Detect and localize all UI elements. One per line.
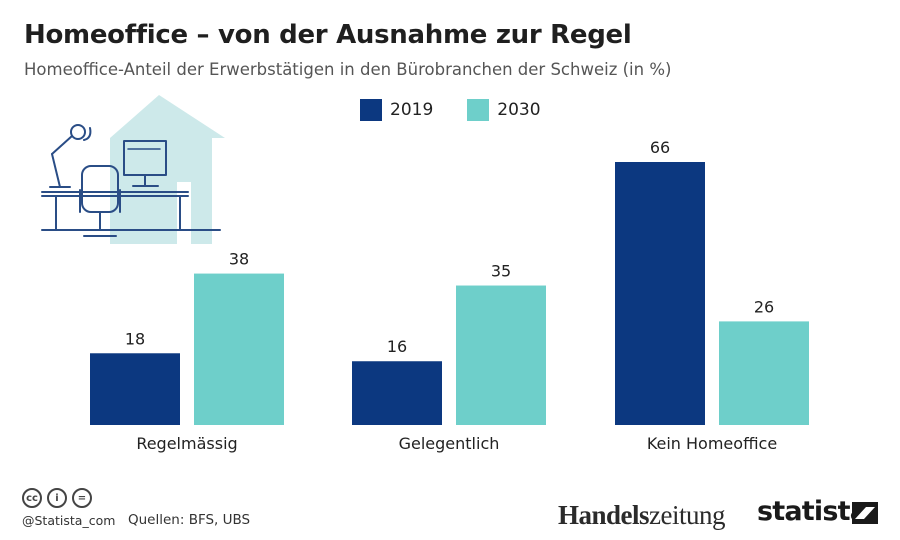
legend-item-2030: 2030	[467, 99, 541, 121]
bar-marks	[90, 162, 809, 425]
value-label-2030-0: 38	[229, 250, 249, 269]
handelszeitung-rest: zeitung	[649, 500, 726, 530]
value-label-2019-0: 18	[125, 329, 145, 348]
attribution-icon: i	[47, 488, 67, 508]
bar-2019-1	[352, 361, 442, 425]
value-label-2019-2: 66	[650, 138, 670, 157]
bar-2019-2	[615, 162, 705, 425]
statista-logo-icon	[852, 502, 878, 524]
category-label-1: Gelegentlich	[399, 434, 500, 453]
chart-title: Homeoffice – von der Ausnahme zur Regel	[24, 20, 632, 50]
statista-handle: @Statista_com	[22, 513, 116, 528]
bar-2019-0	[90, 353, 180, 425]
bar-2030-1	[456, 285, 546, 425]
category-label-0: Regelmässig	[136, 434, 237, 453]
license-icons: cc i =	[22, 488, 97, 508]
cc-icon: cc	[22, 488, 42, 508]
chart-subtitle: Homeoffice-Anteil der Erwerbstätigen in …	[24, 60, 672, 79]
bar-2030-0	[194, 273, 284, 425]
bar-2030-2	[719, 321, 809, 425]
legend-swatch-2030	[467, 99, 490, 121]
value-label-2030-1: 35	[491, 262, 511, 281]
statista-logo: statista	[757, 496, 868, 527]
category-labels: Regelmässig Gelegentlich Kein Homeoffice	[136, 434, 777, 453]
source-note: Quellen: BFS, UBS	[128, 512, 251, 528]
handelszeitung-logo: Handelszeitung	[558, 500, 726, 531]
handelszeitung-bold: Handels	[558, 500, 650, 530]
value-label-2030-2: 26	[754, 297, 774, 316]
legend-label-2019: 2019	[390, 100, 434, 120]
category-label-2: Kein Homeoffice	[647, 434, 777, 453]
value-label-2019-1: 16	[387, 337, 407, 356]
no-derivatives-icon: =	[72, 488, 92, 508]
legend: 2019 2030	[360, 99, 575, 121]
desk-lines	[41, 124, 221, 237]
legend-item-2019: 2019	[360, 99, 433, 121]
house-shape	[110, 95, 225, 244]
home-office-illustration-icon	[41, 95, 225, 244]
legend-label-2030: 2030	[497, 100, 541, 120]
legend-swatch-2019	[360, 99, 382, 121]
value-labels: 18 38 16 35 66 26	[125, 138, 774, 356]
